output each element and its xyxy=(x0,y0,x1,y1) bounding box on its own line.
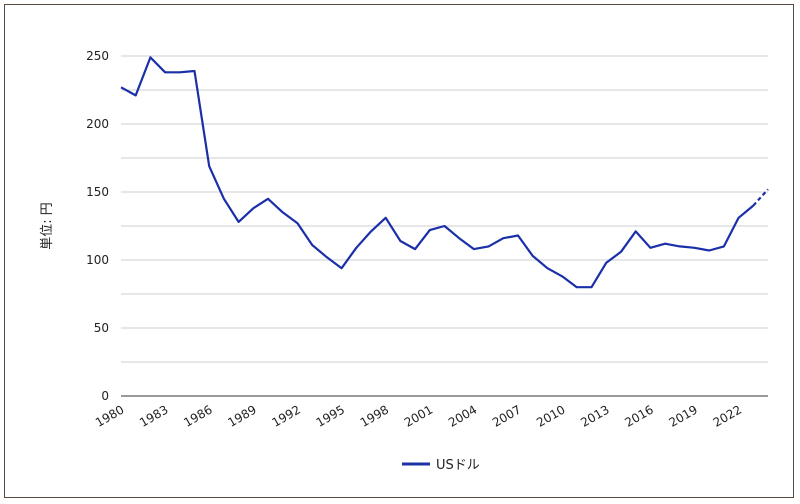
x-tick-label: 1986 xyxy=(181,402,214,429)
x-tick-label: 2004 xyxy=(446,402,479,429)
legend: USドル xyxy=(402,458,480,473)
x-tick-label: 1995 xyxy=(314,402,347,429)
y-axis-label: 単位: 円 xyxy=(39,202,55,250)
x-tick-label: 1989 xyxy=(225,402,258,429)
legend-label: USドル xyxy=(436,458,480,473)
x-tick-label: 1998 xyxy=(358,402,391,429)
series-line xyxy=(120,56,755,289)
x-tick-label: 2007 xyxy=(490,402,523,429)
x-tick-label: 2013 xyxy=(578,402,611,429)
y-tick-label: 250 xyxy=(86,49,109,63)
x-tick-label: 1983 xyxy=(137,402,170,429)
x-tick-label: 1980 xyxy=(93,402,126,429)
y-tick-label: 200 xyxy=(86,117,109,131)
x-tick-label: 2016 xyxy=(622,402,655,429)
x-tick-label: 2019 xyxy=(667,402,700,429)
series-group xyxy=(120,56,769,289)
gridlines xyxy=(121,55,768,397)
y-tick-label: 0 xyxy=(101,389,109,403)
x-tick-label: 2001 xyxy=(402,402,435,429)
y-tick-label: 150 xyxy=(86,185,109,199)
y-axis-ticks: 0 50 100 150 200 250 xyxy=(86,49,109,403)
series-line-projection xyxy=(752,188,769,207)
y-tick-label: 50 xyxy=(94,321,109,335)
x-tick-label: 2022 xyxy=(711,402,744,429)
chart-frame xyxy=(4,4,794,498)
x-tick-label: 2010 xyxy=(534,402,567,429)
x-tick-label: 1992 xyxy=(270,402,303,429)
y-tick-label: 100 xyxy=(86,253,109,267)
x-axis-ticks: 1980 1983 1986 1989 1992 1995 1998 2001 2004 2007… xyxy=(93,402,744,429)
